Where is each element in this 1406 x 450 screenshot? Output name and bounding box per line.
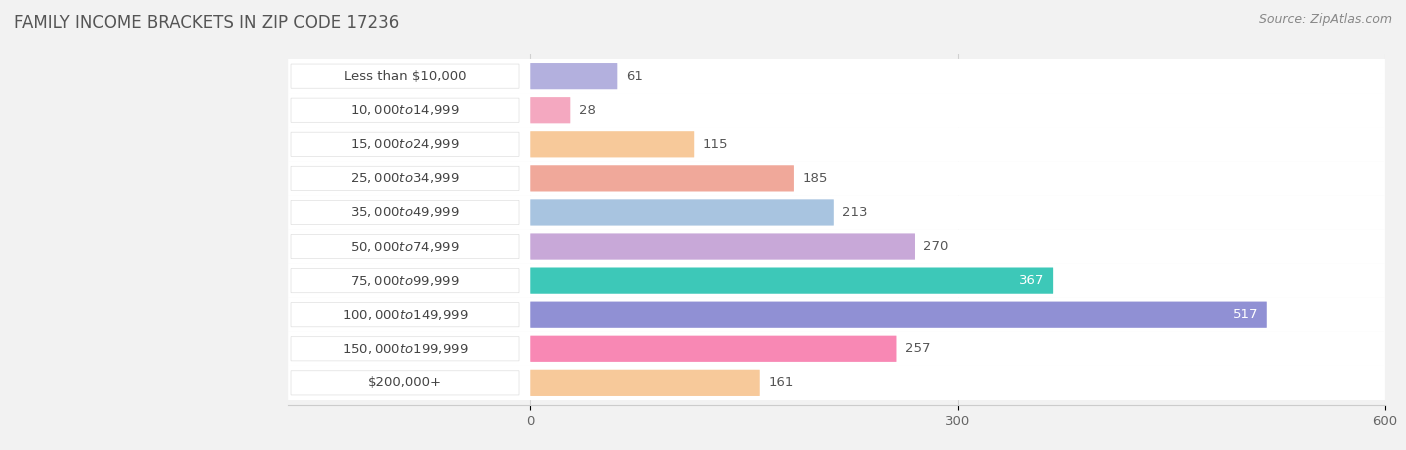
- Text: $75,000 to $99,999: $75,000 to $99,999: [350, 274, 460, 288]
- FancyBboxPatch shape: [530, 234, 915, 260]
- Text: $25,000 to $34,999: $25,000 to $34,999: [350, 171, 460, 185]
- FancyBboxPatch shape: [530, 199, 834, 225]
- FancyBboxPatch shape: [288, 297, 1385, 332]
- Text: $50,000 to $74,999: $50,000 to $74,999: [350, 239, 460, 253]
- FancyBboxPatch shape: [288, 230, 1385, 264]
- FancyBboxPatch shape: [288, 263, 1385, 298]
- Text: $15,000 to $24,999: $15,000 to $24,999: [350, 137, 460, 151]
- Text: Less than $10,000: Less than $10,000: [344, 70, 467, 83]
- Text: 185: 185: [803, 172, 828, 185]
- FancyBboxPatch shape: [291, 132, 519, 157]
- FancyBboxPatch shape: [291, 98, 519, 122]
- FancyBboxPatch shape: [288, 93, 1385, 127]
- FancyBboxPatch shape: [288, 127, 1385, 162]
- FancyBboxPatch shape: [291, 234, 519, 259]
- Text: 517: 517: [1233, 308, 1258, 321]
- Text: 115: 115: [703, 138, 728, 151]
- FancyBboxPatch shape: [288, 332, 1385, 366]
- FancyBboxPatch shape: [530, 131, 695, 158]
- Text: 367: 367: [1019, 274, 1045, 287]
- FancyBboxPatch shape: [291, 371, 519, 395]
- Text: FAMILY INCOME BRACKETS IN ZIP CODE 17236: FAMILY INCOME BRACKETS IN ZIP CODE 17236: [14, 14, 399, 32]
- Text: Source: ZipAtlas.com: Source: ZipAtlas.com: [1258, 14, 1392, 27]
- Text: 161: 161: [768, 376, 793, 389]
- FancyBboxPatch shape: [530, 370, 759, 396]
- Text: 257: 257: [905, 342, 931, 355]
- FancyBboxPatch shape: [530, 165, 794, 192]
- FancyBboxPatch shape: [291, 166, 519, 190]
- FancyBboxPatch shape: [530, 97, 571, 123]
- FancyBboxPatch shape: [288, 59, 1385, 93]
- FancyBboxPatch shape: [291, 64, 519, 88]
- Text: 270: 270: [924, 240, 949, 253]
- FancyBboxPatch shape: [530, 336, 897, 362]
- FancyBboxPatch shape: [288, 195, 1385, 230]
- FancyBboxPatch shape: [530, 63, 617, 89]
- Text: 28: 28: [579, 104, 596, 117]
- Text: 61: 61: [626, 70, 643, 83]
- FancyBboxPatch shape: [291, 337, 519, 361]
- FancyBboxPatch shape: [291, 200, 519, 225]
- Text: $35,000 to $49,999: $35,000 to $49,999: [350, 206, 460, 220]
- Text: $100,000 to $149,999: $100,000 to $149,999: [342, 308, 468, 322]
- FancyBboxPatch shape: [288, 161, 1385, 196]
- FancyBboxPatch shape: [530, 267, 1053, 294]
- Text: $150,000 to $199,999: $150,000 to $199,999: [342, 342, 468, 356]
- FancyBboxPatch shape: [288, 366, 1385, 400]
- FancyBboxPatch shape: [530, 302, 1267, 328]
- FancyBboxPatch shape: [291, 269, 519, 292]
- Text: $200,000+: $200,000+: [368, 376, 441, 389]
- Text: 213: 213: [842, 206, 868, 219]
- FancyBboxPatch shape: [291, 302, 519, 327]
- Text: $10,000 to $14,999: $10,000 to $14,999: [350, 103, 460, 117]
